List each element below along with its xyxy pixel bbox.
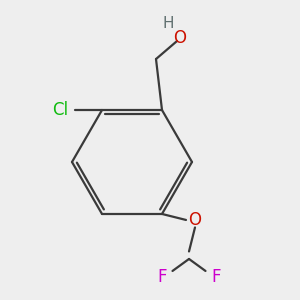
- Text: O: O: [173, 29, 187, 47]
- Text: F: F: [211, 268, 221, 286]
- Text: H: H: [162, 16, 174, 31]
- Text: F: F: [157, 268, 167, 286]
- Text: O: O: [188, 211, 202, 229]
- Text: Cl: Cl: [52, 101, 68, 119]
